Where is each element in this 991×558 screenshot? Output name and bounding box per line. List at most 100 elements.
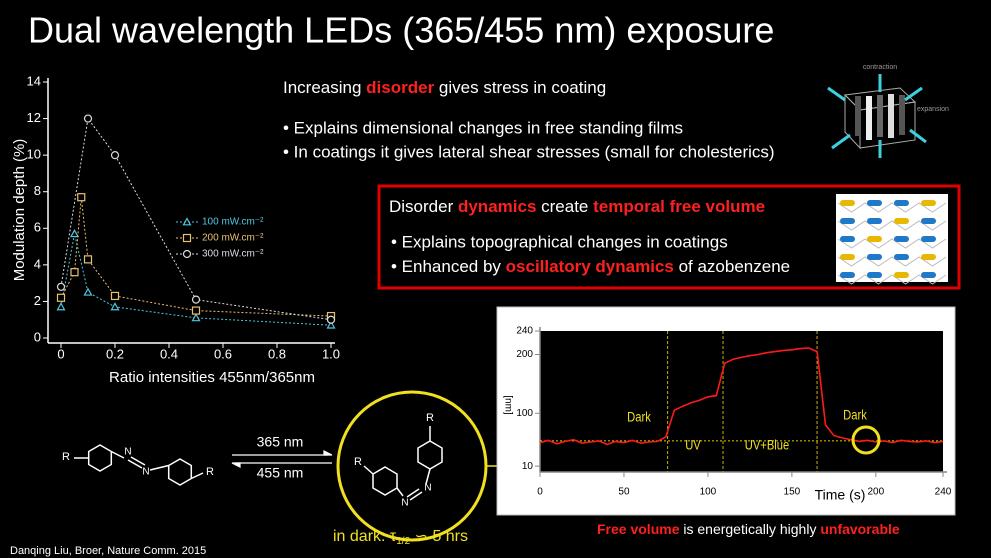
- arrow: [904, 86, 923, 102]
- annotation: UV+Blue: [745, 438, 789, 453]
- text-run: in dark: τ: [333, 528, 397, 545]
- y-tick-label: 12: [27, 110, 41, 125]
- bond: [425, 468, 431, 485]
- x-tick-label: 0.6: [214, 346, 232, 361]
- bond: [130, 456, 146, 466]
- intro-heading: Increasing disorder gives stress in coat…: [283, 78, 606, 97]
- x-tick-label: 240: [935, 487, 952, 498]
- molecule: [921, 218, 936, 224]
- box-heading: Disorder dynamics create temporal free v…: [389, 197, 765, 216]
- text-run: Disorder: [389, 197, 458, 216]
- data-point: [110, 291, 120, 301]
- fiber: [855, 96, 861, 136]
- data-point: [83, 287, 93, 296]
- citation: Danqing Liu, Broer, Nature Comm. 2015: [10, 545, 206, 557]
- y-tick-label: 8: [34, 183, 41, 198]
- molecule: [867, 200, 882, 206]
- legend-label: 100 mW.cm⁻²: [202, 217, 264, 228]
- molecule: [921, 236, 936, 242]
- bond: [127, 459, 143, 469]
- y-tick-label: 240: [516, 326, 533, 337]
- x-axis-label: Ratio intensities 455nm/365nm: [109, 369, 315, 386]
- y-tick-label: 10: [522, 461, 534, 472]
- bullet: • Enhanced by oscillatory dynamics of az…: [391, 257, 790, 276]
- x-tick-label: 0.4: [160, 346, 178, 361]
- text-run: ∽ 5 hrs: [410, 528, 468, 545]
- data-point: [56, 293, 66, 302]
- x-tick-label: 150: [784, 487, 801, 498]
- arrow: [831, 133, 851, 150]
- data-point: [83, 255, 93, 264]
- subscript: 1/2: [396, 536, 410, 547]
- y-tick-label: 200: [516, 349, 533, 360]
- arrow-head: [231, 462, 241, 468]
- y-axis-label: [nm]: [502, 395, 513, 415]
- highlight: disorder: [366, 78, 434, 97]
- bond: [110, 450, 125, 459]
- lattice-line: [837, 202, 947, 213]
- arrow-head: [323, 450, 333, 456]
- x-tick-label: 1.0: [322, 346, 340, 361]
- highlight-box: [377, 184, 961, 290]
- cube-figure: contraction expansion: [827, 64, 949, 158]
- charts: 0 2 4 6 8 10 12 14 0 0.2 0.4 0.6 0.8 1.0 100 mW.cm⁻² 20…: [11, 73, 952, 502]
- highlight: temporal free volume: [593, 197, 765, 216]
- atom-label: R: [62, 451, 70, 463]
- molecule: [894, 218, 909, 224]
- data-point: [83, 114, 93, 123]
- bond: [190, 472, 204, 480]
- data-point: [110, 302, 120, 311]
- annotation: Dark: [627, 410, 651, 425]
- bond: [409, 491, 423, 501]
- text-run: gives stress in coating: [434, 78, 606, 97]
- text-run: Increasing: [283, 78, 366, 97]
- atom-label: R: [354, 456, 362, 468]
- data-point: [77, 193, 86, 202]
- legend-label: 300 mW.cm⁻²: [202, 249, 264, 260]
- molecule: [921, 200, 936, 206]
- half-life-note: in dark: τ1/2 ∽ 5 hrs: [333, 528, 468, 546]
- data-point: [69, 229, 80, 238]
- data-point: [70, 268, 79, 277]
- bullet: • In coatings it gives lateral shear str…: [283, 142, 775, 161]
- molecule: [840, 200, 855, 206]
- equilibrium-arrows: [231, 450, 333, 468]
- y-tick-label: 10: [27, 147, 41, 162]
- molecule: [921, 254, 936, 260]
- y-tick-label: 0: [34, 329, 41, 344]
- y-tick-label: 100: [516, 408, 533, 419]
- x-tick-label: 200: [867, 487, 884, 498]
- atom-label: R: [206, 466, 214, 478]
- molecule: [921, 272, 936, 278]
- arrow: [909, 128, 927, 144]
- data-point: [191, 313, 201, 322]
- atom-label: N: [124, 447, 131, 458]
- x-tick-label: 0: [57, 346, 64, 361]
- lattice-line: [837, 238, 947, 249]
- y-axis-label: Modulation depth (%): [11, 139, 28, 282]
- bond: [396, 487, 404, 497]
- data-point: [110, 151, 120, 160]
- molecule: [867, 218, 882, 224]
- y-tick-label: 14: [27, 73, 41, 88]
- plot-area: [540, 331, 943, 472]
- y-tick-label: 2: [34, 293, 41, 308]
- highlight: dynamics: [458, 197, 536, 216]
- legend-marker: [182, 233, 192, 243]
- atom-label: R: [426, 412, 434, 424]
- highlight: unfavorable: [820, 521, 900, 537]
- molecule: [894, 200, 909, 206]
- bond: [363, 465, 374, 475]
- molecule: [867, 236, 882, 242]
- molecule: [840, 254, 855, 260]
- y-tick-label: 4: [34, 256, 41, 271]
- cis-azobenzene: [363, 426, 443, 501]
- arrow: [827, 86, 846, 102]
- y-tick-label: 6: [34, 220, 41, 235]
- x-tick-label: 0.8: [268, 346, 286, 361]
- molecule: [894, 272, 909, 278]
- x-tick-label: 100: [700, 487, 717, 498]
- annotation: UV: [685, 438, 701, 453]
- series-line: [539, 347, 944, 446]
